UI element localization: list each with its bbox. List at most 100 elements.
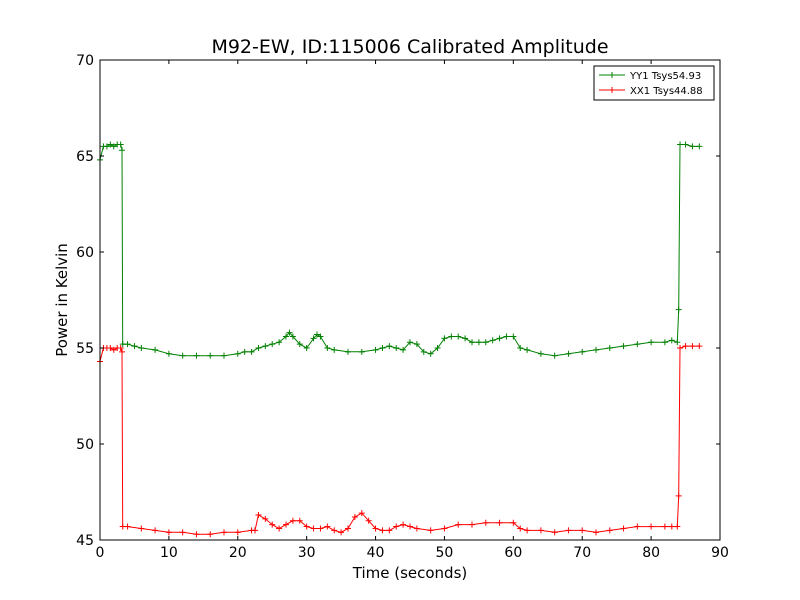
data-point (107, 141, 114, 148)
y-tick-label: 45 (76, 533, 94, 549)
data-point (496, 519, 503, 526)
x-tick-label: 80 (642, 545, 660, 561)
data-point (674, 339, 681, 346)
data-point (138, 345, 145, 351)
data-point (119, 147, 126, 154)
data-point (510, 333, 517, 340)
plot-frame (99, 59, 721, 541)
data-point (221, 529, 227, 536)
legend-marker (609, 87, 615, 93)
data-point (152, 527, 159, 534)
data-point (207, 352, 214, 359)
data-point (324, 523, 331, 530)
data-point (620, 343, 627, 350)
data-point (179, 529, 186, 536)
data-point (107, 345, 114, 351)
series-layer (97, 141, 703, 538)
data-point (455, 521, 462, 528)
data-point (434, 345, 441, 351)
data-point (296, 517, 303, 524)
data-point (648, 339, 655, 346)
data-point (289, 517, 296, 524)
data-point (475, 339, 482, 346)
data-point (689, 143, 696, 150)
y-tick-label: 65 (76, 149, 94, 165)
data-point (193, 531, 200, 538)
data-point (289, 333, 296, 340)
data-point (400, 521, 407, 528)
y-tick-label: 55 (76, 341, 94, 357)
data-point (110, 143, 117, 150)
data-point (124, 341, 131, 348)
data-point (400, 346, 407, 353)
data-point (496, 335, 503, 342)
data-point (537, 350, 544, 357)
data-point (193, 352, 200, 359)
x-tick-label: 60 (504, 545, 522, 561)
data-point (262, 515, 269, 522)
data-point (117, 141, 124, 148)
data-point (372, 346, 379, 353)
data-point (668, 523, 675, 530)
x-tick-label: 0 (96, 545, 105, 561)
data-point (427, 350, 434, 357)
data-point (110, 346, 117, 353)
data-point (310, 335, 317, 342)
data-point (296, 341, 303, 348)
data-point (593, 346, 599, 353)
y-axis-label: Power in Kelvin (53, 243, 71, 357)
data-point (103, 143, 110, 150)
series-yy1 (97, 141, 703, 359)
data-point (593, 529, 599, 536)
data-point (283, 521, 289, 528)
data-point (682, 141, 689, 148)
data-point (286, 329, 293, 336)
data-point (358, 510, 365, 517)
data-point (606, 345, 613, 351)
data-point (482, 519, 489, 526)
data-point (517, 525, 524, 532)
data-point (413, 525, 420, 532)
data-point (565, 527, 572, 534)
data-point (262, 343, 269, 350)
data-point (379, 345, 386, 351)
series-xx1 (97, 343, 703, 538)
data-point (117, 345, 124, 351)
x-tick-label: 70 (573, 545, 591, 561)
data-point (677, 141, 684, 148)
data-point (345, 525, 351, 532)
data-point (661, 523, 668, 530)
data-point (696, 343, 703, 350)
data-point (579, 348, 586, 355)
legend-box (593, 65, 715, 101)
data-point (317, 525, 324, 532)
data-point (165, 350, 172, 357)
data-point (551, 352, 558, 359)
legend-label: XX1 Tsys44.88 (630, 86, 703, 97)
data-point (393, 345, 400, 351)
data-point (469, 521, 475, 528)
data-point (179, 352, 186, 359)
data-point (338, 529, 345, 536)
legend-label: YY1 Tsys54.93 (629, 71, 701, 82)
data-point (675, 492, 682, 499)
data-point (482, 339, 489, 346)
data-point (372, 525, 379, 532)
data-point (620, 525, 627, 532)
data-point (441, 335, 448, 342)
data-point (696, 143, 703, 150)
data-point (207, 531, 214, 538)
data-point (674, 523, 681, 530)
data-point (234, 529, 241, 536)
data-point (469, 339, 475, 346)
data-point (252, 527, 258, 534)
x-tick-label: 30 (298, 545, 316, 561)
data-point (248, 348, 255, 355)
legend: YY1 Tsys54.93 XX1 Tsys44.88 (593, 65, 715, 101)
data-point (648, 523, 655, 530)
data-point (634, 341, 641, 348)
data-point (503, 333, 510, 340)
y-tick-label: 60 (76, 245, 94, 261)
data-point (551, 529, 558, 536)
